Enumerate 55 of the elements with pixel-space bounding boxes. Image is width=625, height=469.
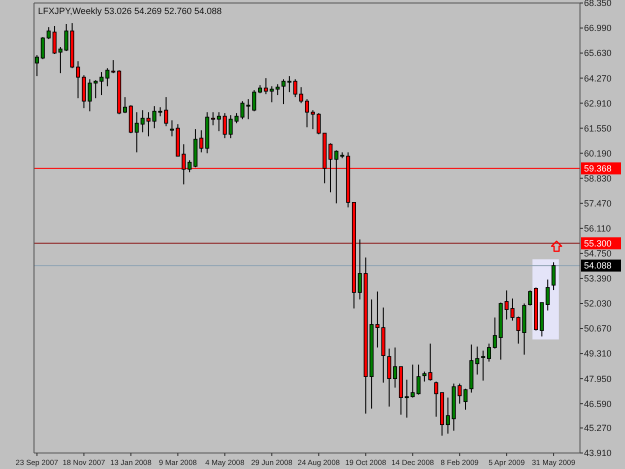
candlestick bbox=[188, 160, 192, 173]
y-tick-label: 53.390 bbox=[584, 274, 612, 284]
candlestick bbox=[282, 78, 286, 105]
candlestick bbox=[58, 46, 62, 74]
y-tick-label: 66.990 bbox=[584, 23, 612, 34]
y-tick-label: 64.270 bbox=[584, 73, 612, 84]
candlestick bbox=[170, 120, 174, 137]
ref-line-label: 55.300 bbox=[584, 238, 612, 248]
chart-title: LFXJPY,Weekly 53.026 54.269 52.760 54.088 bbox=[38, 6, 222, 16]
candlestick bbox=[393, 346, 398, 388]
candlestick bbox=[52, 26, 57, 54]
candlestick bbox=[510, 298, 514, 322]
y-tick-label: 62.910 bbox=[584, 98, 612, 108]
y-tick-label: 58.830 bbox=[584, 173, 612, 184]
candlestick bbox=[446, 397, 450, 434]
y-tick-label: 65.630 bbox=[584, 48, 612, 58]
y-tick-label: 57.470 bbox=[584, 198, 612, 208]
y-tick-label: 49.310 bbox=[584, 348, 612, 359]
candlestick bbox=[164, 96, 168, 127]
y-tick-label: 68.350 bbox=[584, 0, 612, 8]
candlestick bbox=[486, 343, 492, 362]
candlestick bbox=[234, 112, 239, 124]
y-tick-label: 52.030 bbox=[584, 298, 612, 309]
candlestick bbox=[434, 381, 438, 418]
candlestick bbox=[416, 364, 421, 396]
candlestick bbox=[464, 388, 468, 410]
y-tick-label: 56.110 bbox=[584, 224, 611, 234]
y-tick-label: 47.950 bbox=[584, 374, 612, 384]
candlestick bbox=[82, 74, 86, 109]
y-tick-label: 50.670 bbox=[584, 324, 612, 334]
y-tick-label: 45.270 bbox=[584, 423, 612, 434]
y-tick-label: 60.190 bbox=[584, 148, 612, 158]
candlestick bbox=[422, 371, 426, 382]
candlestick bbox=[481, 350, 486, 382]
candlestick bbox=[240, 100, 244, 120]
candlestick bbox=[375, 291, 380, 348]
candlestick bbox=[264, 78, 268, 95]
candlestick bbox=[528, 290, 532, 306]
candlestick bbox=[100, 72, 104, 96]
candlestick bbox=[428, 343, 432, 382]
candlestick bbox=[216, 112, 221, 132]
candlestick bbox=[34, 54, 39, 77]
y-tick-label: 46.590 bbox=[584, 398, 612, 409]
y-tick-label: 61.550 bbox=[584, 123, 612, 134]
candlestick bbox=[304, 98, 310, 128]
ref-line-label: 59.368 bbox=[584, 164, 612, 174]
candlestick bbox=[76, 60, 80, 99]
candlestick bbox=[211, 112, 216, 126]
candlestick bbox=[387, 348, 392, 408]
candlestick bbox=[552, 262, 556, 291]
ref-line-label: 54.088 bbox=[584, 260, 612, 271]
y-tick-label: 54.750 bbox=[584, 248, 612, 259]
candlestick bbox=[122, 96, 128, 114]
y-tick-label: 43.910 bbox=[584, 448, 612, 458]
candlestick bbox=[146, 112, 150, 137]
